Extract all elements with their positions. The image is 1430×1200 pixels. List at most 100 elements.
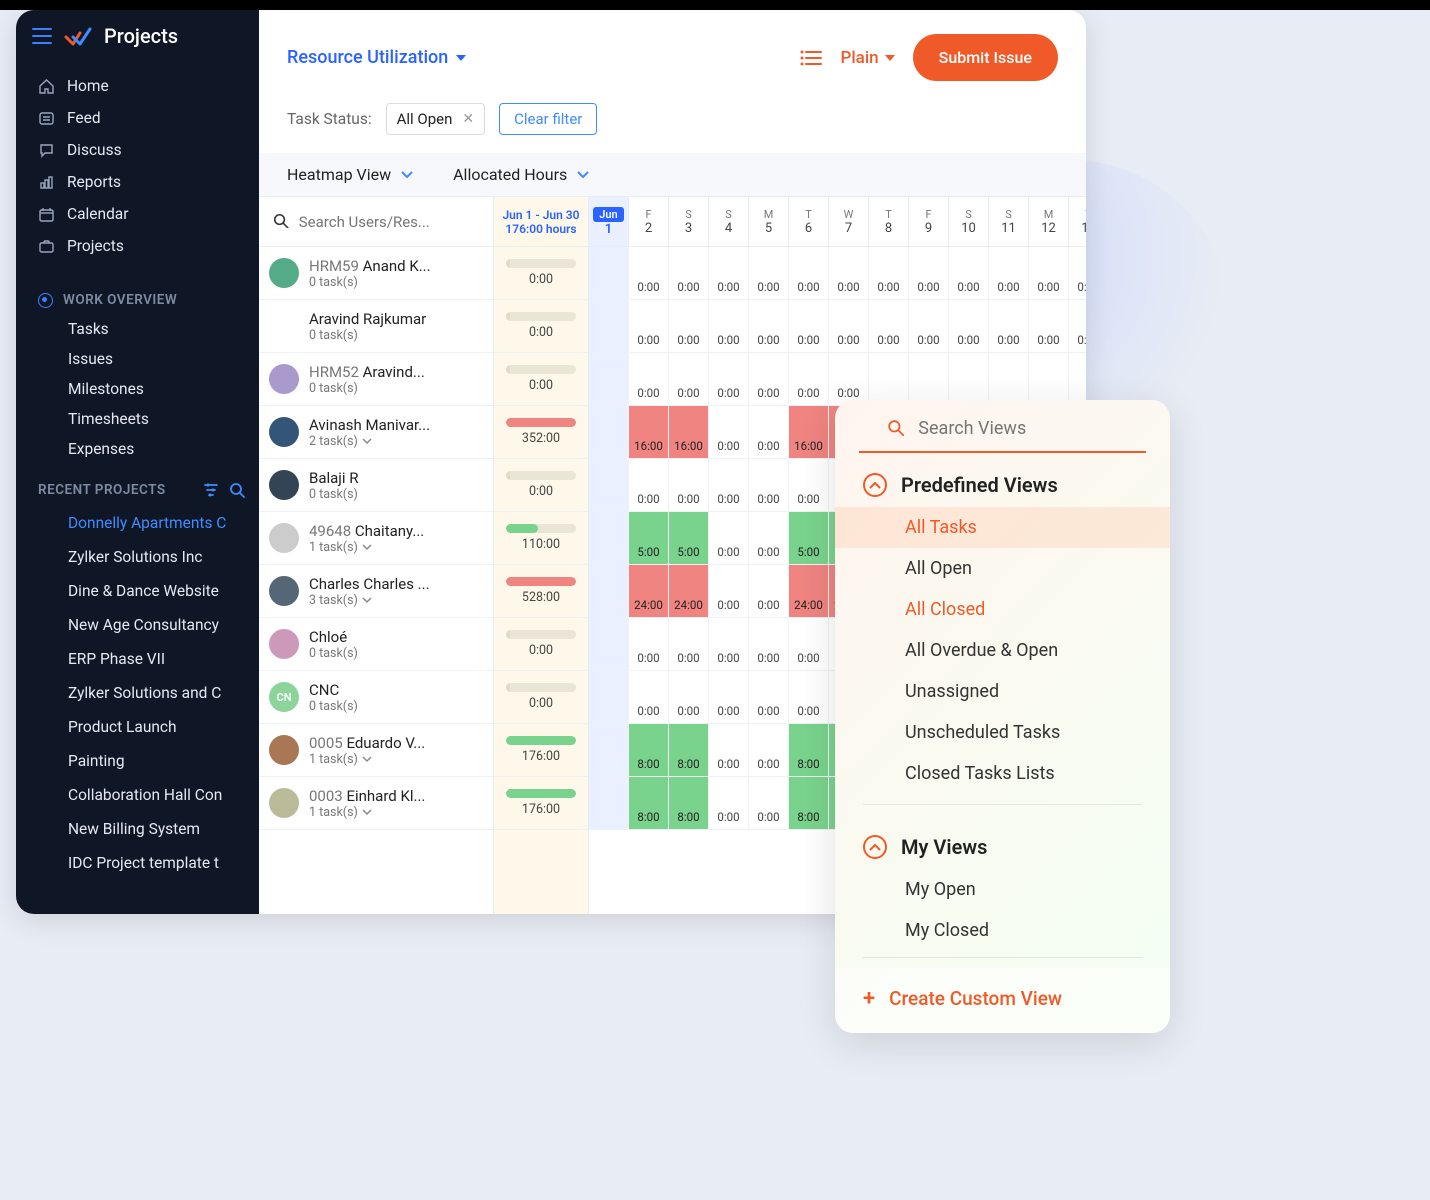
user-row[interactable]: Charles Charles ... 3 task(s): [259, 565, 493, 618]
user-row[interactable]: Balaji R 0 task(s): [259, 459, 493, 512]
day-cell[interactable]: 0:00: [749, 353, 789, 405]
day-cell[interactable]: 16:00: [629, 406, 669, 458]
day-cell[interactable]: 0:00: [709, 777, 749, 829]
day-cell[interactable]: 0:00: [709, 671, 749, 723]
hamburger-icon[interactable]: [32, 28, 52, 44]
day-cell[interactable]: 0:00: [1029, 300, 1069, 352]
day-cell[interactable]: 0:00: [709, 618, 749, 670]
day-cell[interactable]: 0:00: [949, 300, 989, 352]
sidebar-nav-feed[interactable]: Feed: [16, 102, 259, 134]
day-cell[interactable]: 0:00: [789, 459, 829, 511]
day-cell[interactable]: 0:00: [749, 565, 789, 617]
day-cell[interactable]: 8:00: [789, 777, 829, 829]
day-cell[interactable]: 0:00: [749, 724, 789, 776]
view-item[interactable]: Unscheduled Tasks: [835, 712, 1170, 753]
user-row[interactable]: HRM59 Anand K... 0 task(s): [259, 247, 493, 300]
day-cell[interactable]: 0:00: [749, 512, 789, 564]
view-item[interactable]: All Overdue & Open: [835, 630, 1170, 671]
day-cell[interactable]: 0:00: [709, 512, 749, 564]
day-cell[interactable]: 0:00: [629, 459, 669, 511]
day-cell[interactable]: 0:00: [669, 671, 709, 723]
day-cell[interactable]: 8:00: [629, 777, 669, 829]
sidebar-project-item[interactable]: IDC Project template t: [16, 846, 259, 880]
views-section-predefined[interactable]: Predefined Views: [835, 453, 1170, 507]
day-cell[interactable]: 0:00: [709, 247, 749, 299]
day-cell[interactable]: 0:00: [669, 353, 709, 405]
day-cell[interactable]: 0:00: [989, 300, 1029, 352]
day-cell[interactable]: 0:00: [629, 300, 669, 352]
sidebar-project-item[interactable]: Product Launch: [16, 710, 259, 744]
submit-issue-button[interactable]: Submit Issue: [913, 34, 1058, 81]
sidebar-project-item[interactable]: New Billing System: [16, 812, 259, 846]
close-icon[interactable]: ✕: [462, 111, 474, 127]
day-cell[interactable]: [589, 459, 629, 511]
day-cell[interactable]: 16:00: [789, 406, 829, 458]
sidebar-work-item[interactable]: Milestones: [16, 374, 259, 404]
day-cell[interactable]: 0:00: [789, 671, 829, 723]
day-cell[interactable]: 0:00: [949, 247, 989, 299]
day-cell[interactable]: 0:00: [789, 247, 829, 299]
day-cell[interactable]: 5:00: [669, 512, 709, 564]
day-cell[interactable]: [949, 353, 989, 405]
day-cell[interactable]: 0:00: [749, 618, 789, 670]
sidebar-work-item[interactable]: Tasks: [16, 314, 259, 344]
day-cell[interactable]: 0:00: [669, 618, 709, 670]
day-cell[interactable]: [589, 671, 629, 723]
day-cell[interactable]: 0:00: [989, 247, 1029, 299]
day-cell[interactable]: 0:00: [749, 300, 789, 352]
day-cell[interactable]: 0:00: [669, 459, 709, 511]
create-custom-view-button[interactable]: + Create Custom View: [835, 968, 1170, 1033]
sidebar-project-item[interactable]: Collaboration Hall Con: [16, 778, 259, 812]
day-cell[interactable]: [589, 724, 629, 776]
filter-icon[interactable]: [203, 482, 219, 498]
day-cell[interactable]: 0:00: [709, 459, 749, 511]
day-cell[interactable]: 0:00: [709, 406, 749, 458]
day-cell[interactable]: 0:00: [629, 671, 669, 723]
day-cell[interactable]: 8:00: [669, 724, 709, 776]
view-item[interactable]: All Open: [835, 548, 1170, 589]
user-row[interactable]: 0003 Einhard Kl... 1 task(s): [259, 777, 493, 830]
sidebar-project-item[interactable]: Zylker Solutions and C: [16, 676, 259, 710]
user-row[interactable]: CN CNC 0 task(s): [259, 671, 493, 724]
view-mode-dropdown[interactable]: Plain: [840, 48, 894, 68]
day-cell[interactable]: 0:00: [749, 459, 789, 511]
day-cell[interactable]: 0:00: [669, 247, 709, 299]
sidebar-project-item[interactable]: Zylker Solutions Inc: [16, 540, 259, 574]
view-item[interactable]: All Tasks: [835, 507, 1170, 548]
views-search-input[interactable]: [918, 418, 1118, 439]
day-cell[interactable]: 0:00: [669, 300, 709, 352]
day-cell[interactable]: 24:00: [629, 565, 669, 617]
day-cell[interactable]: 8:00: [629, 724, 669, 776]
day-cell[interactable]: 0:00: [869, 247, 909, 299]
sidebar-project-item[interactable]: Dine & Dance Website: [16, 574, 259, 608]
sidebar-work-item[interactable]: Timesheets: [16, 404, 259, 434]
search-icon[interactable]: [229, 482, 245, 498]
day-cell[interactable]: 0:00: [629, 618, 669, 670]
day-cell[interactable]: 0:00: [829, 300, 869, 352]
day-cell[interactable]: [589, 618, 629, 670]
sidebar-nav-projects[interactable]: Projects: [16, 230, 259, 262]
day-cell[interactable]: [909, 353, 949, 405]
day-cell[interactable]: 0:00: [749, 671, 789, 723]
day-cell[interactable]: [869, 353, 909, 405]
sidebar-nav-discuss[interactable]: Discuss: [16, 134, 259, 166]
views-section-my[interactable]: My Views: [835, 815, 1170, 869]
day-cell[interactable]: 0:00: [709, 565, 749, 617]
day-cell[interactable]: 5:00: [629, 512, 669, 564]
day-cell[interactable]: 0:00: [709, 724, 749, 776]
day-cell[interactable]: 0:00: [749, 777, 789, 829]
view-item[interactable]: My Closed: [835, 910, 1170, 951]
day-cell[interactable]: 24:00: [789, 565, 829, 617]
day-cell[interactable]: 24:00: [669, 565, 709, 617]
day-cell[interactable]: [589, 353, 629, 405]
day-cell[interactable]: 0:00: [789, 300, 829, 352]
sidebar-nav-reports[interactable]: Reports: [16, 166, 259, 198]
day-cell[interactable]: 0:00: [789, 353, 829, 405]
day-cell[interactable]: [589, 777, 629, 829]
page-dropdown[interactable]: Resource Utilization: [287, 47, 466, 68]
day-cell[interactable]: [989, 353, 1029, 405]
user-row[interactable]: 49648 Chaitany... 1 task(s): [259, 512, 493, 565]
view-item[interactable]: Closed Tasks Lists: [835, 753, 1170, 794]
sidebar-work-item[interactable]: Expenses: [16, 434, 259, 464]
metric-dropdown[interactable]: Allocated Hours: [453, 165, 589, 184]
